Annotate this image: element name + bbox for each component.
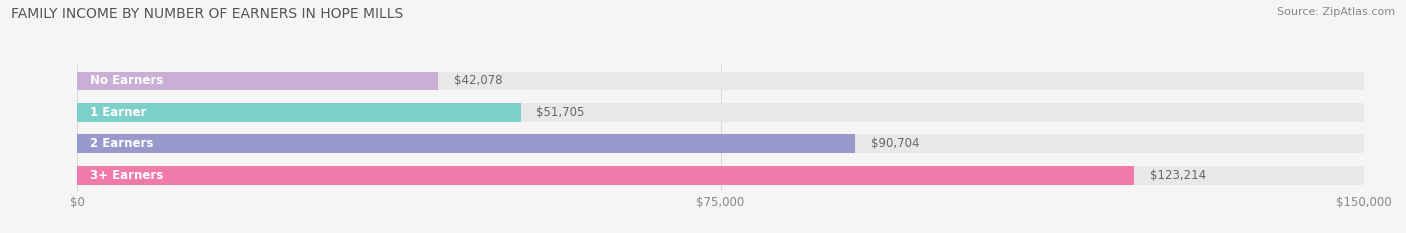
Text: $90,704: $90,704	[870, 137, 920, 150]
Bar	[77, 72, 439, 90]
Text: 3+ Earners: 3+ Earners	[90, 169, 163, 182]
Bar	[77, 166, 1135, 185]
Bar	[77, 166, 1364, 185]
Bar	[77, 72, 1364, 90]
Bar	[77, 103, 520, 122]
Text: FAMILY INCOME BY NUMBER OF EARNERS IN HOPE MILLS: FAMILY INCOME BY NUMBER OF EARNERS IN HO…	[11, 7, 404, 21]
Text: 2 Earners: 2 Earners	[90, 137, 153, 150]
Text: $123,214: $123,214	[1150, 169, 1206, 182]
Text: 1 Earner: 1 Earner	[90, 106, 146, 119]
Bar	[77, 134, 1364, 153]
Bar	[77, 103, 1364, 122]
Text: $51,705: $51,705	[536, 106, 585, 119]
Text: No Earners: No Earners	[90, 75, 163, 87]
Text: Source: ZipAtlas.com: Source: ZipAtlas.com	[1277, 7, 1395, 17]
Bar	[77, 134, 855, 153]
Text: $42,078: $42,078	[454, 75, 502, 87]
